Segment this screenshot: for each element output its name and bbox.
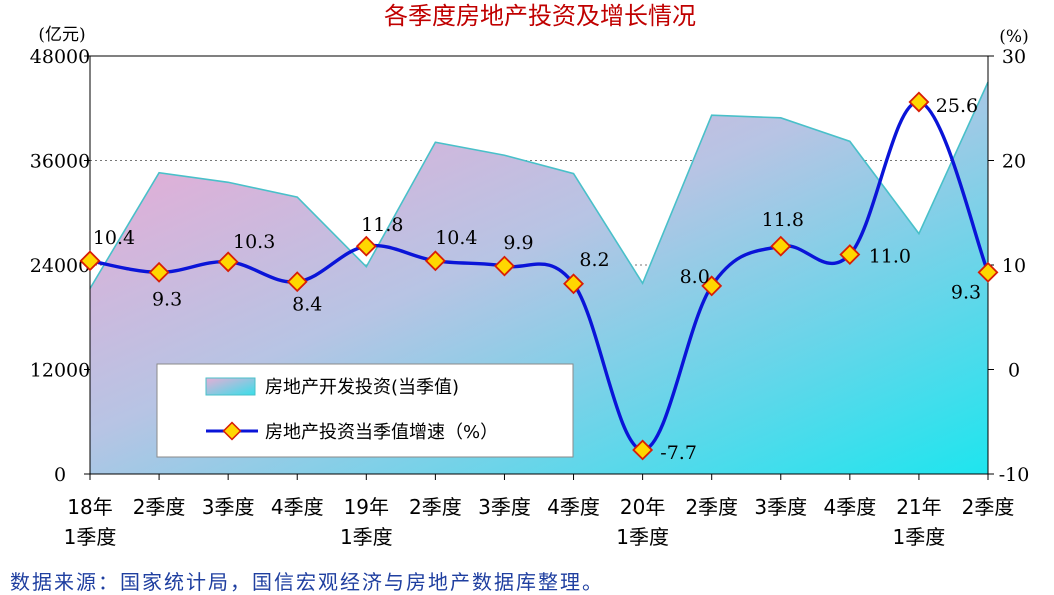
data-label-9: 8.0 [680,266,710,288]
data-label-4: 11.8 [361,214,403,236]
line-markers [79,91,999,461]
legend-area-label: 房地产开发投资(当季值) [265,377,459,398]
data-label-5: 10.4 [435,227,477,249]
data-labels: 10.4 9.3 10.3 8.4 11.8 10.4 9.9 8.2 -7.7 8.0 11.8 1… [93,95,981,464]
legend-marker-icon [222,421,242,441]
data-label-10: 11.8 [762,209,804,231]
x-tick-label-4-0: 19年 [344,495,389,519]
line-marker-3 [286,271,308,293]
left-tick-label-2: 24000 [30,255,90,277]
line-marker-11 [839,244,861,266]
right-tick-label-3: 20 [1002,151,1026,173]
x-tick-label-12-0: 21年 [896,495,941,519]
left-tick-label-0: 0 [54,464,66,486]
data-label-12: 25.6 [936,95,978,117]
data-label-7: 8.2 [579,249,609,271]
right-tick-label-4: 30 [1002,46,1026,68]
left-axis-unit: (亿元) [38,25,85,45]
data-label-0: 10.4 [93,227,135,249]
line-marker-12 [908,91,930,113]
x-tick-label-8-0: 20年 [620,495,665,519]
line-marker-8 [632,439,654,461]
x-tick-label-0-1: 1季度 [64,525,117,549]
data-label-2: 10.3 [233,231,275,253]
line-marker-4 [355,235,377,257]
right-axis-unit: (%) [999,27,1028,47]
area-series-edge [89,81,989,289]
line-marker-6 [493,255,515,277]
line-marker-2 [217,251,239,273]
left-tick-label-4: 48000 [30,46,90,68]
x-axis-ticks: 18年 1季度 2季度 3季度 4季度 19年 1季度 2季度 3季度 4季度 20年 1季度 2季度 3… [64,474,1015,549]
data-label-8: -7.7 [660,442,697,464]
x-tick-label-11-0: 4季度 [823,495,876,519]
data-label-13: 9.3 [951,281,981,303]
x-tick-label-1-0: 2季度 [133,495,186,519]
line-marker-5 [424,250,446,272]
x-tick-label-3-0: 4季度 [271,495,324,519]
left-tick-label-3: 36000 [30,151,90,173]
line-marker-13 [977,261,999,283]
x-tick-label-7-0: 4季度 [547,495,600,519]
chart-title: 各季度房地产投资及增长情况 [384,2,696,30]
chart: 各季度房地产投资及增长情况 (亿元) (%) 0 12000 24000 36000 4… [30,2,1030,549]
right-tick-label-2: 10 [1002,255,1026,277]
legend-line-label: 房地产投资当季值增速（%） [265,422,498,443]
right-axis-ticks: -10 0 10 20 30 [988,46,1029,486]
x-tick-label-10-0: 3季度 [754,495,807,519]
right-tick-label-0: -10 [999,464,1030,486]
left-axis-ticks: 0 12000 24000 36000 48000 [30,46,90,486]
x-tick-label-12-1: 1季度 [893,525,946,549]
line-marker-10 [770,235,792,257]
x-tick-label-13-0: 2季度 [962,495,1015,519]
data-label-1: 9.3 [152,288,182,310]
right-tick-label-1: 0 [1008,360,1020,382]
line-marker-9 [701,275,723,297]
line-marker-7 [563,273,585,295]
data-label-6: 9.9 [503,232,533,254]
x-tick-label-8-1: 1季度 [616,525,669,549]
line-marker-1 [148,261,170,283]
x-tick-label-2-0: 3季度 [202,495,255,519]
x-tick-label-0-0: 18年 [67,495,112,519]
x-tick-label-6-0: 3季度 [478,495,531,519]
x-tick-label-9-0: 2季度 [685,495,738,519]
left-tick-label-1: 12000 [30,360,90,382]
legend-area-swatch [205,377,256,396]
line-series-growth [89,100,990,452]
data-label-3: 8.4 [292,294,322,316]
legend: 房地产开发投资(当季值) 房地产投资当季值增速（%） [156,363,574,458]
line-marker-0 [79,250,101,272]
data-label-11: 11.0 [869,246,911,268]
x-tick-label-4-1: 1季度 [340,525,393,549]
source-note: 数据来源：国家统计局，国信宏观经济与房地产数据库整理。 [10,570,604,594]
x-tick-label-5-0: 2季度 [409,495,462,519]
